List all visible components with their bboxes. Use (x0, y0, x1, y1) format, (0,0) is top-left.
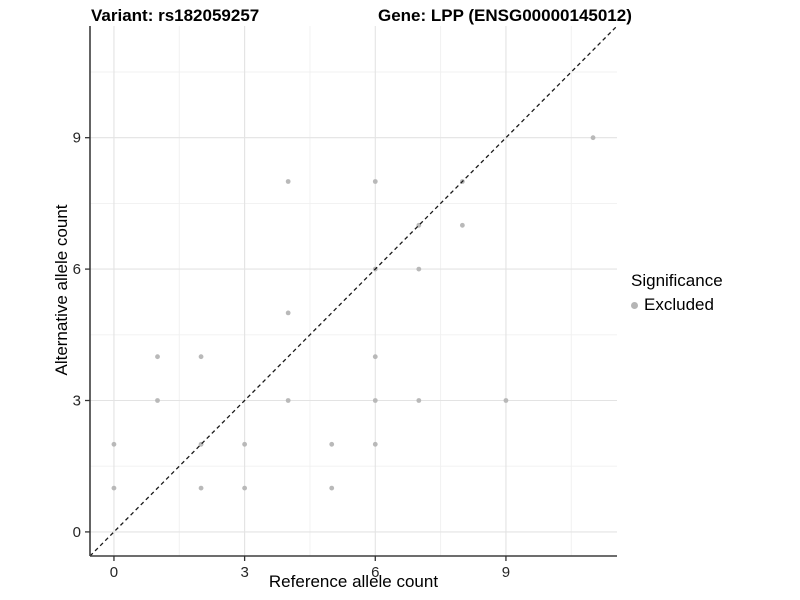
data-point (285, 179, 291, 184)
y-tick-label: 6 (73, 261, 81, 278)
data-point (155, 354, 160, 360)
data-point (111, 485, 117, 491)
y-axis-title: Alternative allele count (52, 204, 71, 376)
data-point (242, 441, 248, 447)
legend-title: Significance (631, 271, 723, 290)
x-tick-label: 9 (502, 564, 510, 581)
x-tick-label: 3 (240, 564, 248, 581)
data-point (372, 398, 378, 403)
x-tick-label: 6 (371, 564, 379, 581)
legend: Significance Excluded (631, 271, 723, 315)
data-point (329, 441, 335, 447)
data-point (329, 485, 335, 491)
data-point (503, 398, 509, 403)
data-point (459, 222, 465, 228)
plot-title-variant: Variant: rs182059257 (91, 6, 260, 25)
y-tick-label: 0 (73, 524, 81, 541)
data-point (416, 266, 422, 272)
data-point (372, 354, 378, 360)
y-tick-label: 3 (73, 393, 81, 410)
data-point (198, 485, 204, 491)
identity-line (89, 25, 618, 557)
y-tick-label: 9 (73, 130, 81, 147)
data-point (372, 179, 378, 184)
data-point (242, 485, 248, 491)
data-point (198, 354, 204, 360)
excluded-point-icon (631, 301, 638, 309)
data-point (590, 135, 596, 141)
data-point (285, 398, 291, 403)
data-point (285, 310, 291, 316)
legend-entry-label: Excluded (644, 295, 714, 314)
data-point (155, 398, 160, 403)
legend-entry-excluded: Excluded (631, 295, 723, 315)
plot-title-gene: Gene: LPP (ENSG00000145012) (378, 6, 632, 25)
data-point (416, 398, 422, 403)
x-tick-label: 0 (110, 564, 118, 581)
data-point (111, 441, 117, 447)
x-axis-title: Reference allele count (268, 572, 439, 591)
data-point (372, 441, 378, 447)
